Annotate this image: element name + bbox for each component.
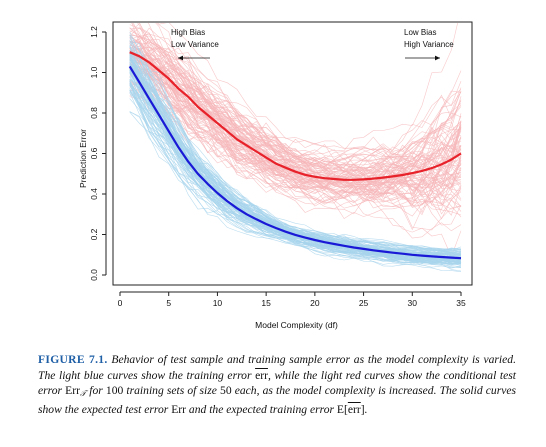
test-error-curve xyxy=(129,42,462,206)
annotation-low-variance: Low Variance xyxy=(171,40,219,49)
caption-e-prefix: E[ xyxy=(336,402,348,416)
training-error-curve xyxy=(129,90,462,262)
test-error-curve xyxy=(129,79,462,218)
caption-text-2: , while the light red curves show the co… xyxy=(38,368,516,398)
x-tick-label: 0 xyxy=(118,298,123,308)
expected-training-error-line xyxy=(128,65,462,260)
caption-num-50: 50 xyxy=(220,384,232,397)
annotation-high-variance: High Variance xyxy=(404,40,454,49)
annotation-low-bias: Low Bias xyxy=(404,28,436,37)
expected-test-error-line xyxy=(129,51,462,181)
chart: 0 5 10 15 20 25 30 35 0.0 0.2 0.4 0.6 0.8 1.0 1.2 Model… xyxy=(78,21,473,330)
x-tick-label: 30 xyxy=(408,298,418,308)
caption-text-3: for xyxy=(86,384,106,397)
caption-num-100: 100 xyxy=(105,384,124,397)
x-tick-label: 10 xyxy=(213,298,223,308)
caption-t-subscript: 𝒯 xyxy=(79,389,87,398)
test-error-curve xyxy=(129,91,462,205)
y-tick-label: 0.6 xyxy=(89,147,99,159)
figure-label: FIGURE 7.1. xyxy=(38,353,108,366)
test-error-curve xyxy=(129,85,462,206)
y-tick-label: 1.0 xyxy=(89,66,99,78)
test-error-curve xyxy=(129,54,462,231)
caption-text-5: each, as the model complexity is increas… xyxy=(38,384,517,416)
caption-err-plain: Err xyxy=(171,402,186,416)
arrow-left-head-icon xyxy=(178,55,183,61)
y-tick-label: 0.0 xyxy=(89,269,99,281)
caption-text-6: and the expected training error xyxy=(186,402,337,416)
training-error-curve xyxy=(129,89,462,266)
test-error-curve xyxy=(129,34,462,170)
y-tick-label: 0.8 xyxy=(89,107,99,119)
y-tick-label: 0.4 xyxy=(89,188,99,200)
x-tick-label: 25 xyxy=(359,298,369,308)
caption-err-t: Err xyxy=(65,384,80,397)
test-error-curve xyxy=(129,89,462,258)
caption-err-bar-2: err xyxy=(347,402,361,416)
test-error-curve xyxy=(157,23,458,152)
x-axis-title: Model Complexity (df) xyxy=(255,320,338,330)
test-error-curve xyxy=(137,23,462,169)
test-error-curve xyxy=(129,67,462,201)
training-error-curve xyxy=(129,55,462,256)
figure-caption: FIGURE 7.1. Behavior of test sample and … xyxy=(38,352,516,417)
test-error-curve xyxy=(129,27,462,178)
caption-err-bar: err xyxy=(255,368,268,382)
y-tick-label: 1.2 xyxy=(89,26,99,38)
caption-text-1: Behavior of test sample and training sam… xyxy=(38,353,516,382)
test-error-curve xyxy=(129,83,462,239)
training-error-curve xyxy=(129,42,462,258)
annotation-high-bias: High Bias xyxy=(171,28,205,37)
training-error-curve xyxy=(129,50,462,252)
y-tick-label: 0.2 xyxy=(89,228,99,240)
arrow-right-head-icon xyxy=(435,55,440,61)
caption-text-4: training sets of size xyxy=(123,384,221,397)
x-tick-label: 20 xyxy=(310,298,320,308)
test-error-curve xyxy=(129,46,462,189)
x-tick-label: 35 xyxy=(456,298,466,308)
test-error-curve xyxy=(129,43,462,184)
x-tick-label: 15 xyxy=(261,298,271,308)
y-axis-title: Prediction Error xyxy=(78,129,88,188)
test-error-curve xyxy=(129,61,462,216)
plot-frame xyxy=(112,21,473,286)
x-tick-label: 5 xyxy=(166,298,171,308)
caption-e-suffix: ] xyxy=(360,402,365,416)
caption-text-7: . xyxy=(364,402,368,416)
test-error-curve xyxy=(157,23,462,156)
test-error-curve xyxy=(131,23,462,172)
training-error-curve xyxy=(129,90,462,268)
test-error-curve xyxy=(129,61,462,189)
test-error-curve xyxy=(129,50,462,186)
test-error-curve xyxy=(129,41,462,178)
